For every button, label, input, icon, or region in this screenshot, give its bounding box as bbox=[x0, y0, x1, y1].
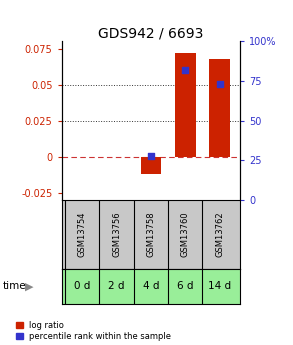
Text: ▶: ▶ bbox=[25, 282, 34, 291]
Point bbox=[183, 67, 188, 73]
Text: 14 d: 14 d bbox=[208, 282, 231, 291]
Text: 0 d: 0 d bbox=[74, 282, 90, 291]
Point bbox=[149, 153, 153, 158]
Legend: log ratio, percentile rank within the sample: log ratio, percentile rank within the sa… bbox=[16, 321, 171, 341]
Text: GSM13762: GSM13762 bbox=[215, 212, 224, 257]
Text: 6 d: 6 d bbox=[177, 282, 193, 291]
Bar bbox=[141, 157, 161, 174]
Point bbox=[217, 81, 222, 87]
Bar bbox=[175, 53, 196, 157]
Text: GSM13760: GSM13760 bbox=[181, 212, 190, 257]
Text: time: time bbox=[3, 282, 27, 291]
Text: 4 d: 4 d bbox=[143, 282, 159, 291]
Text: GSM13756: GSM13756 bbox=[112, 212, 121, 257]
Title: GDS942 / 6693: GDS942 / 6693 bbox=[98, 26, 204, 40]
Text: GSM13754: GSM13754 bbox=[78, 212, 87, 257]
Bar bbox=[209, 59, 230, 157]
Text: GSM13758: GSM13758 bbox=[146, 212, 155, 257]
Text: 2 d: 2 d bbox=[108, 282, 125, 291]
